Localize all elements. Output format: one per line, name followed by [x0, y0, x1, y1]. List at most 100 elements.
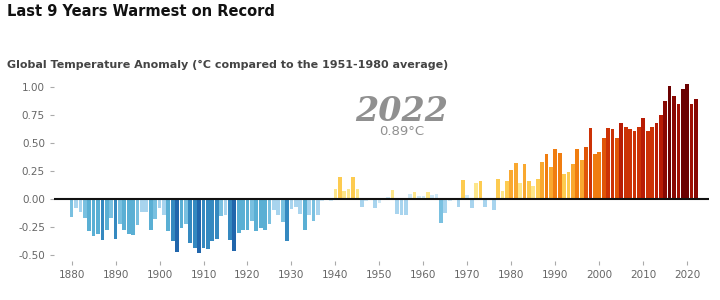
Bar [237, 199, 240, 233]
Bar [101, 199, 104, 240]
Bar [114, 199, 117, 239]
Bar [633, 130, 636, 199]
Bar [135, 199, 140, 225]
Bar [514, 163, 518, 199]
Bar [400, 199, 403, 215]
Bar [369, 199, 372, 200]
Bar [470, 199, 474, 208]
Bar [197, 199, 201, 253]
Bar [615, 138, 618, 199]
Bar [175, 199, 179, 252]
Bar [549, 167, 553, 199]
Bar [404, 199, 408, 215]
Bar [408, 194, 412, 199]
Bar [527, 181, 531, 199]
Bar [250, 199, 253, 220]
Bar [567, 172, 570, 199]
Bar [145, 199, 148, 212]
Bar [431, 195, 434, 199]
Text: Last 9 Years Warmest on Record: Last 9 Years Warmest on Record [7, 4, 275, 20]
Bar [373, 199, 377, 208]
Bar [254, 199, 258, 231]
Bar [677, 103, 680, 199]
Bar [210, 199, 214, 241]
Bar [158, 199, 161, 208]
Bar [166, 199, 170, 231]
Bar [127, 199, 130, 234]
Bar [347, 189, 351, 199]
Bar [294, 199, 298, 207]
Text: 2022: 2022 [355, 95, 448, 128]
Text: Global Temperature Anomaly (°C compared to the 1951-1980 average): Global Temperature Anomaly (°C compared … [7, 60, 449, 70]
Bar [70, 199, 73, 217]
Bar [202, 199, 205, 248]
Bar [575, 148, 579, 199]
Bar [554, 148, 557, 199]
Bar [395, 199, 399, 214]
Bar [584, 147, 588, 199]
Bar [589, 128, 593, 199]
Bar [650, 127, 654, 199]
Bar [131, 199, 135, 235]
Bar [105, 199, 109, 230]
Bar [171, 199, 174, 241]
Bar [465, 195, 469, 199]
Bar [518, 183, 522, 199]
Bar [149, 199, 153, 230]
Bar [681, 89, 685, 199]
Bar [492, 199, 495, 210]
Bar [510, 170, 513, 199]
Bar [694, 99, 698, 199]
Bar [193, 199, 197, 248]
Bar [333, 189, 337, 199]
Bar [500, 191, 505, 199]
Bar [413, 192, 416, 199]
Bar [456, 199, 460, 207]
Bar [189, 199, 192, 243]
Bar [654, 123, 658, 199]
Bar [303, 199, 307, 230]
Bar [206, 199, 210, 249]
Bar [377, 199, 382, 203]
Text: 0.89°C: 0.89°C [379, 125, 424, 138]
Bar [83, 199, 86, 218]
Bar [602, 138, 606, 199]
Bar [162, 199, 166, 215]
Bar [215, 199, 219, 239]
Bar [642, 118, 645, 199]
Bar [109, 199, 113, 218]
Bar [611, 129, 614, 199]
Bar [685, 84, 689, 199]
Bar [338, 177, 342, 199]
Bar [562, 174, 566, 199]
Bar [505, 181, 509, 199]
Bar [536, 179, 539, 199]
Bar [233, 199, 236, 251]
Bar [122, 199, 126, 230]
Bar [329, 199, 333, 201]
Bar [268, 199, 271, 224]
Bar [382, 198, 386, 199]
Bar [426, 192, 430, 199]
Bar [544, 154, 549, 199]
Bar [606, 128, 610, 199]
Bar [663, 101, 667, 199]
Bar [593, 154, 597, 199]
Bar [619, 123, 623, 199]
Bar [421, 196, 426, 199]
Bar [461, 180, 465, 199]
Bar [439, 199, 443, 223]
Bar [637, 127, 641, 199]
Bar [258, 199, 263, 228]
Bar [672, 96, 676, 199]
Bar [264, 199, 267, 230]
Bar [96, 199, 100, 234]
Bar [659, 115, 662, 199]
Bar [276, 199, 280, 215]
Bar [153, 199, 157, 219]
Bar [356, 189, 359, 199]
Bar [667, 85, 672, 199]
Bar [387, 197, 390, 199]
Bar [531, 186, 535, 199]
Bar [487, 199, 491, 200]
